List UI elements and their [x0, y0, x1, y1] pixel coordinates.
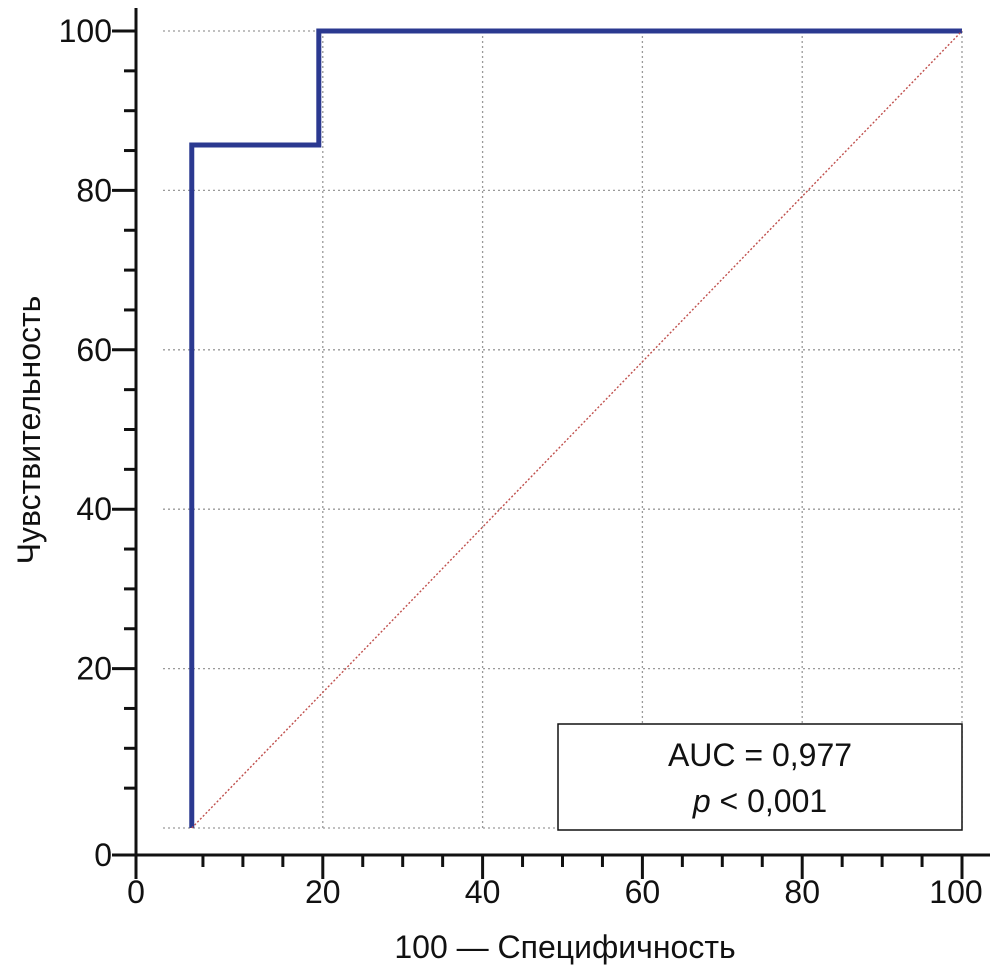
y-tick-label: 40 — [76, 491, 112, 527]
x-tick-label: 20 — [305, 874, 341, 910]
p-rest: < 0,001 — [711, 783, 828, 819]
x-tick-label: 60 — [625, 874, 661, 910]
y-tick-label: 80 — [76, 172, 112, 208]
x-tick-label: 100 — [929, 874, 982, 910]
roc-curve — [189, 28, 962, 828]
stats-box: AUC = 0,977 p < 0,001 — [557, 723, 963, 831]
x-axis-title: 100 — Специфичность — [394, 929, 735, 965]
auc-text: AUC = 0,977 — [668, 737, 852, 773]
x-tick-label: 0 — [127, 874, 145, 910]
p-symbol: p — [692, 783, 711, 819]
y-axis-title: Чувствительность — [11, 296, 47, 565]
y-tick-label: 0 — [94, 837, 112, 873]
grid-lines — [163, 30, 963, 829]
tick-labels: 0 20 40 60 80 100 0 20 40 60 80 100 — [59, 13, 983, 910]
x-tick-label: 40 — [465, 874, 501, 910]
reference-diagonal-line — [191, 30, 963, 829]
y-tick-label: 20 — [76, 651, 112, 687]
y-tick-label: 60 — [76, 332, 112, 368]
y-tick-label: 100 — [59, 13, 112, 49]
tick-marks — [112, 29, 964, 879]
stats-box-border — [557, 723, 963, 831]
x-tick-label: 80 — [784, 874, 820, 910]
p-value-text: p < 0,001 — [692, 783, 827, 819]
data-series — [189, 28, 963, 829]
